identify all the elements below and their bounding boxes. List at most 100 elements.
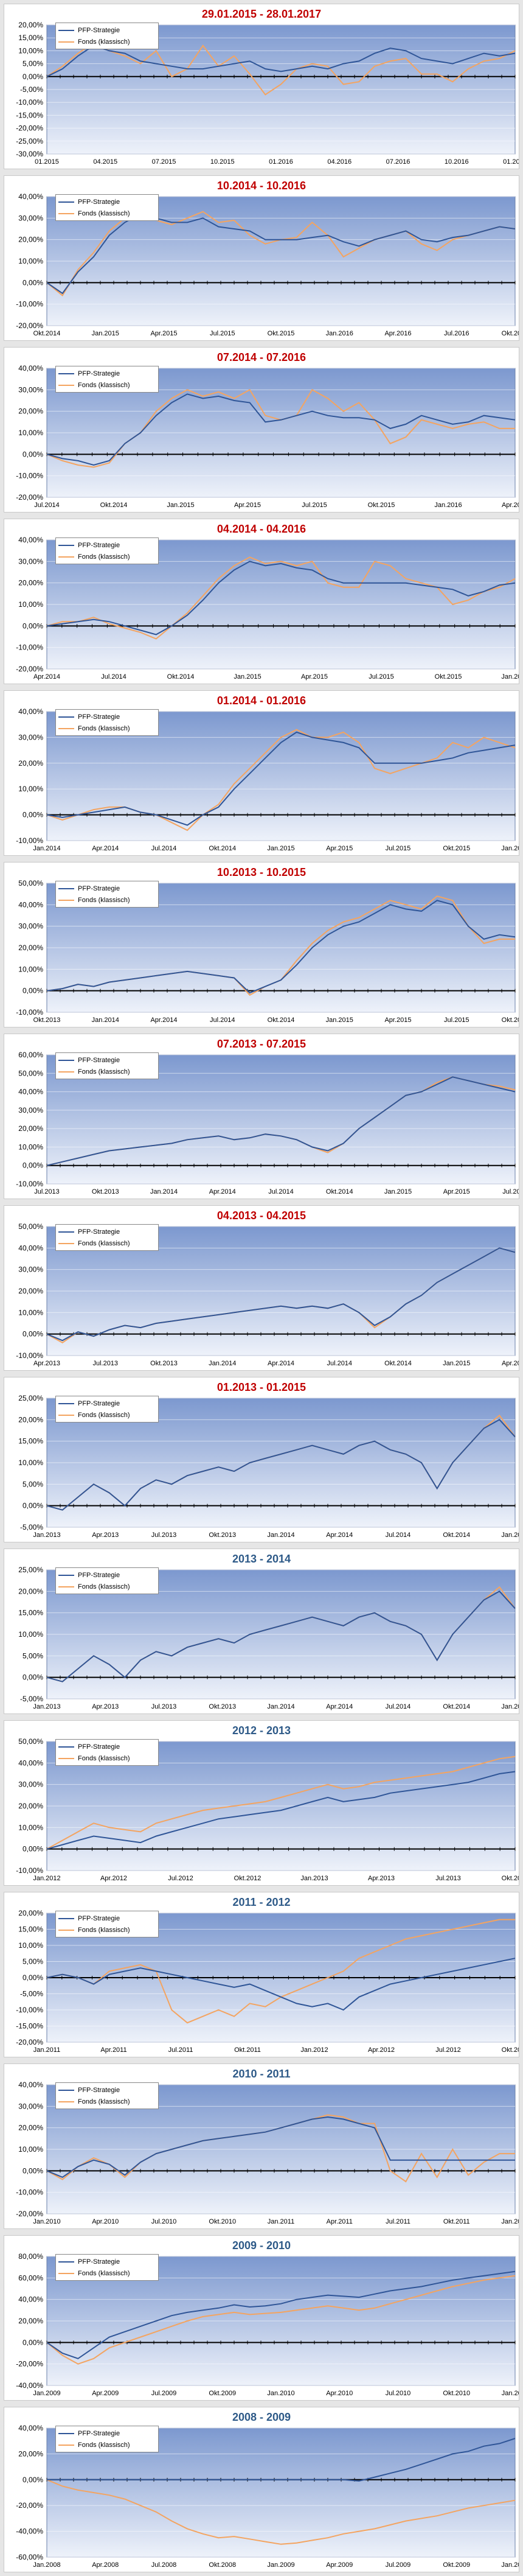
y-tick-label: 0,00%: [23, 1161, 43, 1170]
chart-panel: 40,00% 30,00% 20,00% 10,00% 0,00% -10,00% -20,…: [4, 2063, 519, 2229]
series-line-strategy: [46, 731, 516, 826]
legend-entry: PFP-Strategie: [58, 1398, 120, 1409]
legend-label: Fonds (klassisch): [78, 210, 130, 217]
y-tick-label: 30,00%: [18, 1780, 43, 1789]
x-tick-label: Jul.2010: [151, 2218, 177, 2225]
x-tick-label: Jul.2014: [151, 845, 177, 852]
series-line-strategy: [46, 2270, 516, 2359]
y-tick-label: 5,00%: [23, 1480, 43, 1488]
chart-panel: 25,00% 20,00% 15,00% 10,00% 5,00% 0,00% -5,00%…: [4, 1377, 519, 1542]
chart-panel: 20,00% 15,00% 10,00% 5,00% 0,00% -5,00% -10,00…: [4, 1892, 519, 2057]
y-tick-label: -20,00%: [16, 2038, 43, 2046]
legend-swatch: [58, 1403, 74, 1405]
y-tick-label: 25,00%: [18, 1394, 43, 1402]
x-tick-label: Jan.2015: [326, 1017, 353, 1024]
x-tick-label: Jan.2013: [33, 1703, 60, 1710]
x-tick-label: Okt.2011: [443, 2218, 470, 2225]
y-tick-label: -15,00%: [16, 2022, 43, 2031]
legend-label: PFP-Strategie: [78, 1572, 120, 1579]
y-tick-label: -10,00%: [16, 300, 43, 309]
legend-label: PFP-Strategie: [78, 1915, 120, 1922]
y-tick-label: 40,00%: [18, 1088, 43, 1096]
legend-entry: Fonds (klassisch): [58, 2268, 130, 2279]
y-tick-label: 20,00%: [18, 2317, 43, 2325]
series-line-strategy: [46, 213, 516, 295]
y-tick-label: 40,00%: [18, 536, 43, 544]
y-tick-label: 15,00%: [18, 33, 43, 42]
x-tick-label: Okt.2010: [209, 2218, 236, 2225]
x-tick-label: Jan.2013: [300, 1875, 328, 1882]
y-tick-label: 50,00%: [18, 1222, 43, 1231]
y-tick-label: 10,00%: [18, 46, 43, 55]
x-tick-label: Jul.2014: [268, 1188, 294, 1195]
x-tick-label: Apr.2012: [368, 2046, 395, 2054]
chart-title: 04.2014 - 04.2016: [216, 523, 307, 535]
x-tick-label: Okt.2013: [150, 1360, 178, 1367]
y-tick-label: 20,00%: [18, 579, 43, 587]
x-tick-label: Jan.2014: [267, 1531, 294, 1539]
legend-swatch: [58, 2261, 74, 2263]
y-tick-label: 10,00%: [18, 1143, 43, 1151]
y-tick-label: 0,00%: [23, 811, 43, 819]
x-tick-label: Jul.2015: [502, 1188, 519, 1195]
y-tick-label: -10,00%: [16, 643, 43, 652]
legend-label: PFP-Strategie: [78, 370, 120, 377]
x-tick-label: Jan.2011: [33, 2046, 60, 2054]
x-tick-label: Jul.2014: [101, 673, 126, 681]
x-tick-label: Jan.2015: [167, 502, 194, 509]
x-tick-label: Jul.2014: [210, 1017, 235, 1024]
legend-swatch: [58, 1415, 74, 1416]
series-line-strategy: [46, 1419, 516, 1511]
x-tick-label: Jan.2015: [501, 1703, 519, 1710]
chart-legend: PFP-Strategie Fonds (klassisch): [55, 366, 159, 393]
chart-legend: PFP-Strategie Fonds (klassisch): [55, 2426, 159, 2452]
legend-swatch: [58, 545, 74, 547]
x-tick-label: Apr.2016: [502, 502, 519, 509]
x-tick-label: Okt.2014: [33, 330, 61, 337]
x-tick-label: Jul.2013: [92, 1360, 118, 1367]
y-tick-label: 5,00%: [23, 1651, 43, 1660]
legend-entry: PFP-Strategie: [58, 1913, 120, 1924]
y-tick-label: 10,00%: [18, 965, 43, 973]
x-tick-label: Jul.2015: [369, 673, 394, 681]
y-tick-label: 0,00%: [23, 450, 43, 458]
series-line-strategy: [47, 2438, 516, 2482]
x-tick-label: Jan.2010: [33, 2218, 60, 2225]
x-tick-label: Jan.2013: [33, 1531, 60, 1539]
legend-label: Fonds (klassisch): [78, 553, 130, 561]
chart-panel: 40,00% 30,00% 20,00% 10,00% 0,00% -10,00% -20,…: [4, 347, 519, 513]
y-tick-label: 60,00%: [18, 1051, 43, 1059]
chart-title: 04.2013 - 04.2015: [216, 1209, 307, 1222]
y-tick-label: 40,00%: [18, 900, 43, 909]
x-tick-label: Jul.2013: [435, 1875, 461, 1882]
x-tick-label: Apr.2014: [326, 1703, 353, 1710]
series-line-strategy: [46, 1771, 516, 1850]
x-tick-label: Jan.2009: [267, 2561, 294, 2569]
y-tick-label: -40,00%: [16, 2527, 43, 2536]
x-tick-label: Jan.2011: [268, 2218, 294, 2225]
legend-label: PFP-Strategie: [78, 1743, 120, 1751]
chart-title: 2009 - 2010: [232, 2239, 291, 2252]
x-tick-label: Jan.2012: [33, 1875, 60, 1882]
x-tick-label: Jul.2016: [444, 330, 469, 337]
y-tick-label: -20,00%: [16, 665, 43, 673]
y-tick-label: -10,00%: [16, 1008, 43, 1017]
y-tick-label: 15,00%: [18, 1437, 43, 1446]
series-line-fund: [46, 2479, 516, 2545]
legend-entry: PFP-Strategie: [58, 1055, 120, 1066]
y-tick-label: 0,00%: [23, 2166, 43, 2175]
y-tick-label: 20,00%: [18, 2449, 43, 2458]
legend-entry: Fonds (klassisch): [58, 1925, 130, 1936]
y-tick-label: 20,00%: [18, 943, 43, 952]
x-tick-label: Apr.2013: [92, 1703, 119, 1710]
chart-panel: 80,00% 60,00% 40,00% 20,00% 0,00% -20,00% -40,…: [4, 2235, 519, 2401]
legend-entry: PFP-Strategie: [58, 368, 120, 379]
y-tick-label: 10,00%: [18, 1308, 43, 1317]
legend-swatch: [58, 373, 74, 375]
series-line-fund: [46, 2275, 516, 2365]
x-tick-label: Okt.2014: [167, 673, 195, 681]
x-tick-label: Jul.2012: [168, 1875, 193, 1882]
x-tick-label: Jan.2015: [234, 673, 261, 681]
y-tick-label: 15,00%: [18, 1609, 43, 1617]
x-tick-label: Okt.2014: [209, 845, 236, 852]
